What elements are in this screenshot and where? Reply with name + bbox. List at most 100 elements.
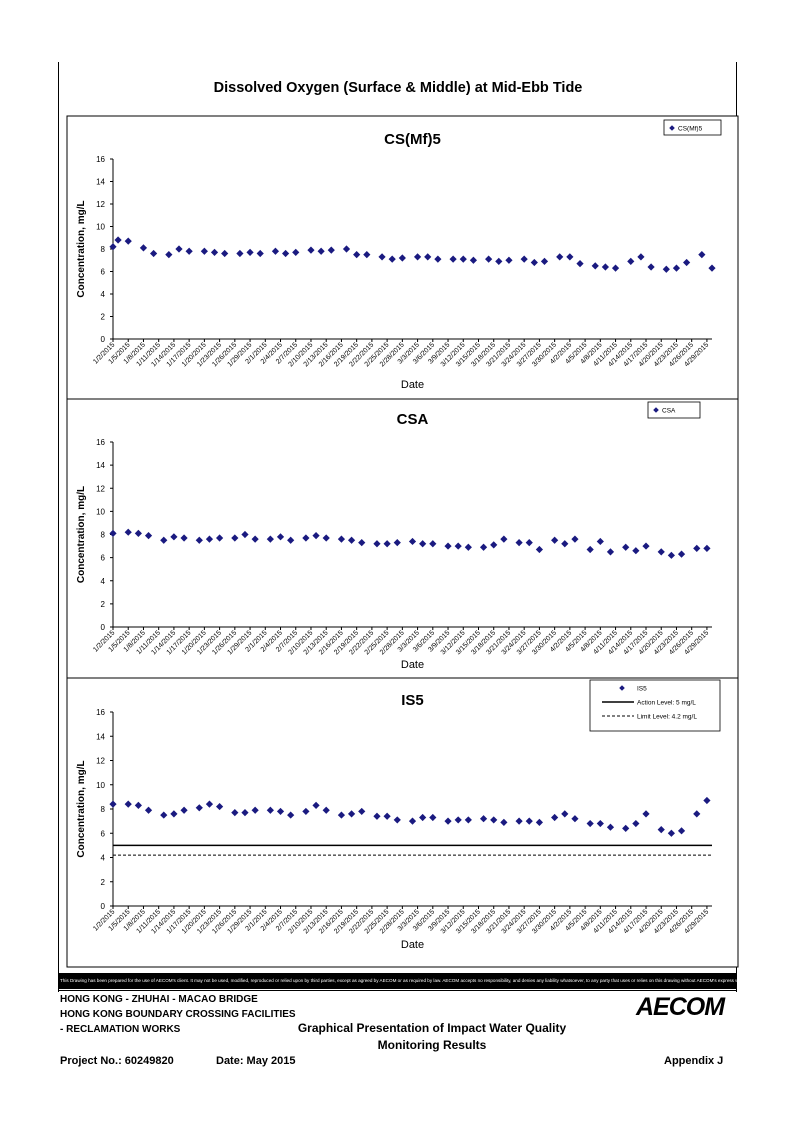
document-date: Date: May 2015 [216, 1055, 296, 1067]
data-point [393, 538, 401, 547]
y-tick-label: 8 [101, 245, 106, 254]
y-tick-label: 2 [101, 878, 106, 887]
data-point [449, 255, 457, 263]
legend-box [647, 401, 701, 419]
data-point [642, 542, 650, 550]
y-tick-label: 2 [101, 600, 106, 609]
data-point [276, 533, 285, 541]
y-tick-label: 10 [96, 507, 105, 516]
data-point [266, 535, 274, 543]
data-point [109, 243, 117, 251]
data-point [413, 253, 422, 261]
data-point [500, 818, 508, 826]
doc-title-line-1: Graphical Presentation of Impact Water Q… [297, 1021, 567, 1035]
x-axis-label: Date [401, 379, 424, 391]
data-point [302, 807, 310, 816]
data-point [606, 548, 615, 556]
data-point [520, 255, 528, 263]
data-point [150, 249, 158, 258]
data-point [429, 813, 437, 822]
data-point [221, 249, 229, 258]
data-point [657, 548, 665, 556]
y-tick-label: 6 [101, 829, 106, 838]
data-point [561, 540, 569, 548]
y-tick-label: 16 [96, 438, 105, 447]
data-point [683, 258, 691, 267]
y-tick-label: 0 [101, 623, 106, 632]
y-tick-label: 14 [96, 461, 105, 470]
y-tick-label: 10 [96, 781, 105, 790]
data-point [246, 248, 254, 256]
legend-label: IS5 [637, 686, 647, 693]
data-point [622, 543, 630, 551]
data-point [358, 807, 366, 816]
data-point [419, 813, 427, 822]
data-point [662, 265, 670, 273]
data-point [287, 811, 295, 819]
data-point [109, 800, 117, 808]
data-point [160, 536, 168, 544]
data-point [200, 247, 208, 255]
data-point [312, 532, 320, 540]
y-tick-label: 6 [101, 554, 106, 563]
data-point [170, 810, 178, 818]
y-tick-label: 4 [101, 290, 106, 299]
legend-marker-symbol [653, 407, 659, 413]
data-point [444, 817, 452, 825]
data-point [469, 256, 478, 264]
data-point [337, 535, 346, 543]
data-point [551, 536, 559, 544]
legend-label: Action Level: 5 mg/L [637, 700, 696, 707]
data-point [464, 816, 472, 824]
project-line-1: HONG KONG - ZHUHAI - MACAO BRIDGE [60, 994, 258, 1005]
data-point [408, 817, 417, 825]
y-tick-label: 14 [96, 178, 105, 187]
data-point [175, 245, 183, 253]
data-point [144, 532, 153, 540]
data-point [139, 244, 148, 252]
legend-marker-symbol [619, 685, 625, 691]
data-point [342, 245, 351, 253]
y-tick-label: 10 [96, 223, 105, 232]
data-point [276, 807, 285, 816]
disclaimer-bar: This Drawing has been prepared for the u… [58, 973, 737, 989]
data-point [312, 801, 320, 809]
chart-title: CSA [397, 411, 429, 428]
y-tick-label: 16 [96, 155, 105, 164]
data-point [495, 257, 503, 265]
data-point [251, 535, 259, 543]
data-point [535, 545, 544, 554]
data-point [216, 802, 224, 811]
data-point [479, 543, 488, 551]
project-line-3: - RECLAMATION WORKS [60, 1024, 181, 1035]
data-point [596, 537, 604, 546]
data-point [611, 264, 620, 272]
data-point [231, 809, 239, 817]
y-tick-label: 6 [101, 268, 106, 277]
data-point [434, 255, 442, 263]
data-point [647, 263, 655, 271]
data-point [525, 817, 533, 825]
data-point [205, 800, 214, 808]
data-point [657, 826, 665, 834]
data-point [378, 253, 386, 261]
chart-frame [66, 398, 739, 679]
legend-label: CSA [662, 408, 676, 415]
data-point [632, 547, 640, 555]
legend-marker-symbol [669, 125, 675, 131]
data-point [424, 253, 432, 261]
data-point [327, 246, 335, 254]
data-point [322, 806, 330, 814]
data-point [180, 534, 188, 542]
data-point [210, 248, 219, 256]
y-tick-label: 0 [101, 902, 106, 911]
data-point [388, 255, 396, 263]
data-point [251, 806, 259, 814]
frame-left-border [58, 62, 59, 992]
data-point [556, 253, 564, 261]
data-point [485, 255, 493, 263]
data-point [109, 529, 117, 537]
